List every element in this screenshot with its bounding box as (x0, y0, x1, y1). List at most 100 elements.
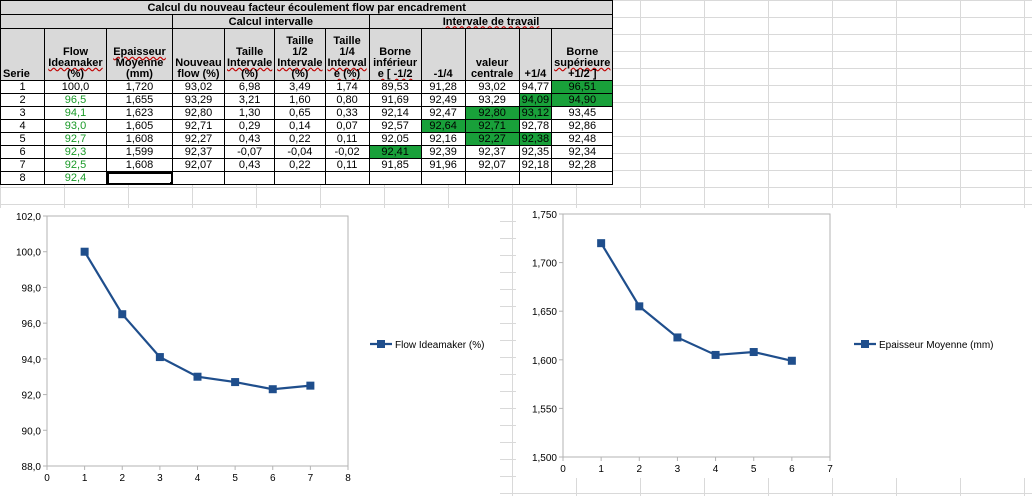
header-taille-half[interactable]: Taille 1/2 Intervale (%) (274, 28, 326, 81)
cell-qm[interactable]: 92,47 (420, 106, 466, 120)
cell-ti[interactable]: -0,07 (223, 145, 276, 159)
cell-t14[interactable]: -0,02 (324, 145, 370, 159)
header-flow[interactable]: Flow Ideamaker (%) (44, 28, 107, 81)
cell-bs[interactable] (551, 171, 614, 185)
cell-flow[interactable]: 92,7 (44, 132, 107, 146)
header-quarter-minus[interactable]: -1/4 (420, 28, 466, 81)
cell-bi[interactable]: 92,14 (368, 106, 422, 120)
header-borne-inf[interactable]: Borne inférieur e [ -1/2 (368, 28, 422, 81)
cell-bi[interactable]: 92,57 (368, 119, 422, 133)
cell-ep[interactable]: 1,605 (106, 119, 173, 133)
cell-qp[interactable]: 94,09 (518, 93, 553, 107)
cell-serie[interactable]: 1 (0, 80, 45, 94)
cell-ep[interactable]: 1,655 (106, 93, 173, 107)
cell-flow[interactable]: 93,0 (44, 119, 107, 133)
header-borne-sup[interactable]: Borne supérieure +1/2 ] (551, 28, 614, 81)
cell-t14[interactable]: 0,07 (324, 119, 370, 133)
cell-vc[interactable] (464, 171, 520, 185)
header-nouveau[interactable]: Nouveau flow (%) (172, 28, 225, 81)
cell-nf[interactable] (172, 171, 225, 185)
cell-t14[interactable]: 0,33 (324, 106, 370, 120)
cell-t12[interactable]: 0,22 (274, 158, 326, 172)
cell-qm[interactable]: 92,64 (420, 119, 466, 133)
cell-bs[interactable]: 96,51 (551, 80, 614, 94)
cell-t12[interactable] (274, 171, 326, 185)
cell-nf[interactable]: 92,07 (172, 158, 225, 172)
cell-qp[interactable]: 92,38 (518, 132, 553, 146)
cell-ep[interactable] (106, 171, 173, 185)
cell-nf[interactable]: 92,27 (172, 132, 225, 146)
cell-t12[interactable]: -0,04 (274, 145, 326, 159)
group-calcul-intervalle[interactable]: Calcul intervalle (172, 14, 370, 29)
cell-qm[interactable]: 92,16 (420, 132, 466, 146)
cell-qp[interactable]: 92,78 (518, 119, 553, 133)
cell-qp[interactable]: 92,35 (518, 145, 553, 159)
group-intervale-travail[interactable]: Intervale de travail (368, 14, 614, 29)
thickness-chart[interactable]: 1,500 1,550 1,600 1,650 1,700 1,750 0 1 2 3 4 5 6 7 Ep… (516, 208, 1032, 478)
cell-flow[interactable]: 92,3 (44, 145, 107, 159)
cell-bs[interactable]: 93,45 (551, 106, 614, 120)
cell-vc[interactable]: 92,27 (464, 132, 520, 146)
header-epaisseur[interactable]: Epaisseur Moyenne (mm) (106, 28, 173, 81)
cell-ep[interactable]: 1,599 (106, 145, 173, 159)
cell-ep[interactable]: 1,720 (106, 80, 173, 94)
cell-t12[interactable]: 3,49 (274, 80, 326, 94)
header-serie[interactable]: Serie (0, 28, 45, 81)
cell-ti[interactable]: 0,43 (223, 132, 276, 146)
cell-qm[interactable] (420, 171, 466, 185)
cell-qp[interactable]: 93,12 (518, 106, 553, 120)
cell-nf[interactable]: 92,37 (172, 145, 225, 159)
cell-t12[interactable]: 0,14 (274, 119, 326, 133)
cell-qm[interactable]: 92,39 (420, 145, 466, 159)
cell-bs[interactable]: 92,34 (551, 145, 614, 159)
cell-qm[interactable]: 91,96 (420, 158, 466, 172)
cell-ti[interactable]: 0,29 (223, 119, 276, 133)
cell-serie[interactable]: 8 (0, 171, 45, 185)
cell-vc[interactable]: 93,02 (464, 80, 520, 94)
cell-bi[interactable]: 92,41 (368, 145, 422, 159)
cell-ep[interactable]: 1,608 (106, 132, 173, 146)
cell-ti[interactable]: 1,30 (223, 106, 276, 120)
cell-t14[interactable]: 1,74 (324, 80, 370, 94)
cell-qm[interactable]: 91,28 (420, 80, 466, 94)
cell-nf[interactable]: 93,02 (172, 80, 225, 94)
cell-flow[interactable]: 94,1 (44, 106, 107, 120)
header-taille-quarter[interactable]: Taille 1/4 Interval e (%) (324, 28, 370, 81)
cell-flow[interactable]: 92,5 (44, 158, 107, 172)
header-taille[interactable]: Taille Intervale (%) (223, 28, 276, 81)
cell-bi[interactable]: 92,05 (368, 132, 422, 146)
cell-qp[interactable]: 92,18 (518, 158, 553, 172)
cell-t14[interactable]: 0,80 (324, 93, 370, 107)
cell-t14[interactable] (324, 171, 370, 185)
cell-t12[interactable]: 0,22 (274, 132, 326, 146)
cell-nf[interactable]: 93,29 (172, 93, 225, 107)
blank-header[interactable] (0, 14, 173, 29)
cell-flow[interactable]: 96,5 (44, 93, 107, 107)
flow-chart[interactable]: 88,0 90,0 92,0 94,0 96,0 98,0 100,0 102,0 0 1 2 3 4 5… (0, 208, 500, 496)
cell-serie[interactable]: 2 (0, 93, 45, 107)
cell-nf[interactable]: 92,80 (172, 106, 225, 120)
cell-ti[interactable]: 6,98 (223, 80, 276, 94)
table-title[interactable]: Calcul du nouveau facteur écoulement flo… (0, 0, 614, 15)
cell-qp[interactable] (518, 171, 553, 185)
cell-vc[interactable]: 92,71 (464, 119, 520, 133)
cell-ti[interactable]: 3,21 (223, 93, 276, 107)
cell-vc[interactable]: 92,80 (464, 106, 520, 120)
cell-t12[interactable]: 0,65 (274, 106, 326, 120)
cell-t14[interactable]: 0,11 (324, 132, 370, 146)
cell-bs[interactable]: 92,28 (551, 158, 614, 172)
cell-serie[interactable]: 6 (0, 145, 45, 159)
cell-ti[interactable]: 0,43 (223, 158, 276, 172)
cell-vc[interactable]: 92,37 (464, 145, 520, 159)
cell-flow[interactable]: 100,0 (44, 80, 107, 94)
cell-bi[interactable]: 91,69 (368, 93, 422, 107)
cell-serie[interactable]: 3 (0, 106, 45, 120)
cell-ep[interactable]: 1,623 (106, 106, 173, 120)
header-quarter-plus[interactable]: +1/4 (518, 28, 553, 81)
header-valeur-centrale[interactable]: valeur centrale (464, 28, 520, 81)
cell-serie[interactable]: 5 (0, 132, 45, 146)
cell-t14[interactable]: 0,11 (324, 158, 370, 172)
cell-t12[interactable]: 1,60 (274, 93, 326, 107)
cell-bs[interactable]: 92,48 (551, 132, 614, 146)
cell-bi[interactable]: 89,53 (368, 80, 422, 94)
